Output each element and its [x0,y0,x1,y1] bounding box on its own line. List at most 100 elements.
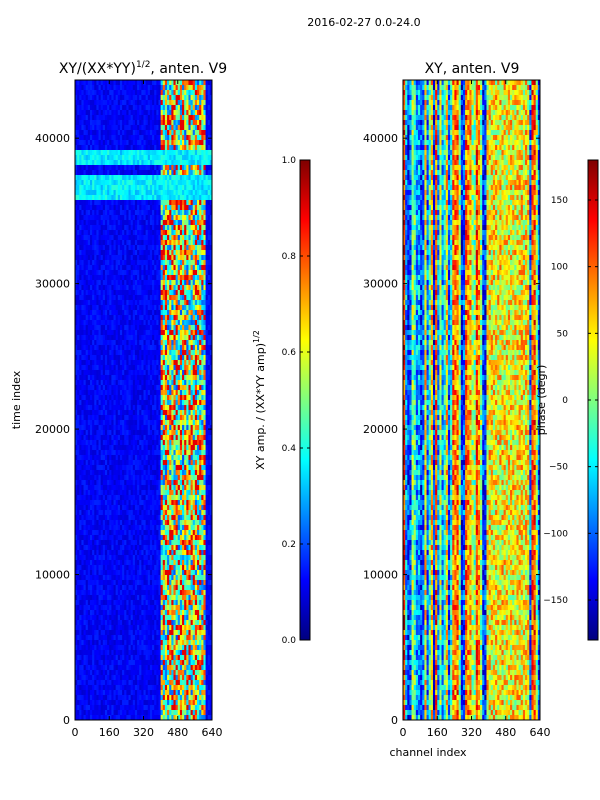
left-heatmap-cell [111,130,114,136]
left-heatmap-cell [89,415,93,421]
left-heatmap-cell [130,270,134,276]
left-heatmap-cell [128,180,132,186]
left-heatmap-cell [177,285,181,291]
left-heatmap-cell [111,175,114,181]
left-heatmap-cell [199,85,202,91]
left-heatmap-cell [156,195,159,201]
left-heatmap-cell [75,370,78,376]
left-heatmap-cell [119,230,123,236]
left-heatmap-cell [89,410,93,416]
left-heatmap-cell [107,125,110,131]
left-heatmap-cell [79,405,82,411]
left-heatmap-cell [128,195,132,201]
left-heatmap-cell [145,160,149,166]
left-heatmap-cell [92,420,95,426]
left-heatmap-cell [158,235,162,241]
left-heatmap-cell [85,290,89,296]
left-heatmap-cell [152,385,155,391]
left-heatmap-cell [201,95,204,101]
left-heatmap-cell [139,455,142,461]
left-heatmap-cell [160,180,164,186]
left-heatmap-cell [130,350,134,356]
left-heatmap-cell [203,350,206,356]
left-heatmap-cell [205,115,209,121]
left-heatmap-cell [209,155,212,161]
left-heatmap-cell [94,290,97,296]
left-heatmap-cell [205,135,209,141]
left-heatmap-cell [171,405,174,411]
left-heatmap-cell [158,170,162,176]
left-heatmap-cell [79,200,82,206]
left-heatmap-cell [147,215,151,221]
left-heatmap-cell [203,450,206,456]
left-heatmap-cell [113,195,117,201]
left-heatmap-cell [85,455,89,461]
left-heatmap-cell [156,225,159,231]
left-heatmap-cell [98,305,102,311]
left-heatmap-cell [119,370,123,376]
left-heatmap-cell [102,370,106,376]
left-heatmap-cell [119,80,123,86]
left-heatmap-cell [201,365,204,371]
left-heatmap-cell [192,390,196,396]
left-heatmap-cell [81,300,84,306]
left-heatmap-cell [192,380,196,386]
left-heatmap-cell [85,245,89,251]
left-heatmap-cell [192,110,196,116]
left-heatmap-cell [145,300,149,306]
left-heatmap-cell [119,290,123,296]
left-heatmap-cell [92,110,95,116]
left-heatmap-cell [124,150,127,156]
left-heatmap-cell [203,230,206,236]
left-heatmap-cell [162,330,166,336]
left-heatmap-cell [203,295,206,301]
left-heatmap-cell [149,330,153,336]
left-heatmap-cell [92,105,95,111]
left-heatmap-cell [197,215,200,221]
left-heatmap-cell [145,395,149,401]
left-heatmap-cell [197,275,200,281]
left-heatmap-cell [75,315,78,321]
left-heatmap-cell [205,365,209,371]
left-heatmap-cell [122,230,125,236]
left-heatmap-cell [75,425,78,431]
left-heatmap-cell [164,410,168,416]
left-heatmap-cell [207,360,211,366]
left-heatmap-cell [184,445,187,451]
left-heatmap-cell [94,260,97,266]
left-heatmap-cell [89,90,93,96]
left-heatmap-cell [186,280,189,286]
left-heatmap-cell [87,445,91,451]
left-heatmap-cell [130,120,134,126]
left-heatmap-cell [179,335,183,341]
left-heatmap-cell [104,145,108,151]
left-heatmap-cell [77,315,80,321]
left-heatmap-cell [201,120,204,126]
left-heatmap-cell [87,420,91,426]
left-heatmap-cell [203,315,206,321]
left-heatmap-cell [147,440,151,446]
left-heatmap-cell [177,80,181,86]
left-heatmap-cell [192,200,196,206]
left-heatmap-cell [89,225,93,231]
left-heatmap-cell [124,430,127,436]
left-heatmap-cell [169,285,172,291]
left-heatmap-cell [141,380,144,386]
left-heatmap-cell [79,245,82,251]
left-heatmap-cell [199,245,202,251]
left-heatmap-cell [154,395,157,401]
left-heatmap-cell [124,140,127,146]
left-heatmap-cell [171,225,174,231]
left-heatmap-cell [152,175,155,181]
left-heatmap-cell [87,320,91,326]
left-heatmap-cell [111,255,114,261]
left-heatmap-cell [209,240,212,246]
left-heatmap-cell [203,180,206,186]
left-heatmap-cell [83,320,87,326]
left-heatmap-cell [107,345,110,351]
left-heatmap-cell [177,455,181,461]
left-heatmap-cell [87,210,91,216]
left-heatmap-cell [162,295,166,301]
left-heatmap-cell [139,415,142,421]
left-heatmap-cell [171,190,174,196]
